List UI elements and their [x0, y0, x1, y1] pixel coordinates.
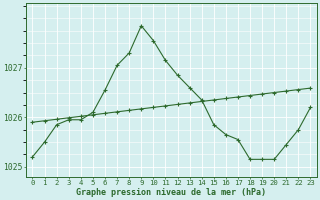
X-axis label: Graphe pression niveau de la mer (hPa): Graphe pression niveau de la mer (hPa) [76, 188, 267, 197]
